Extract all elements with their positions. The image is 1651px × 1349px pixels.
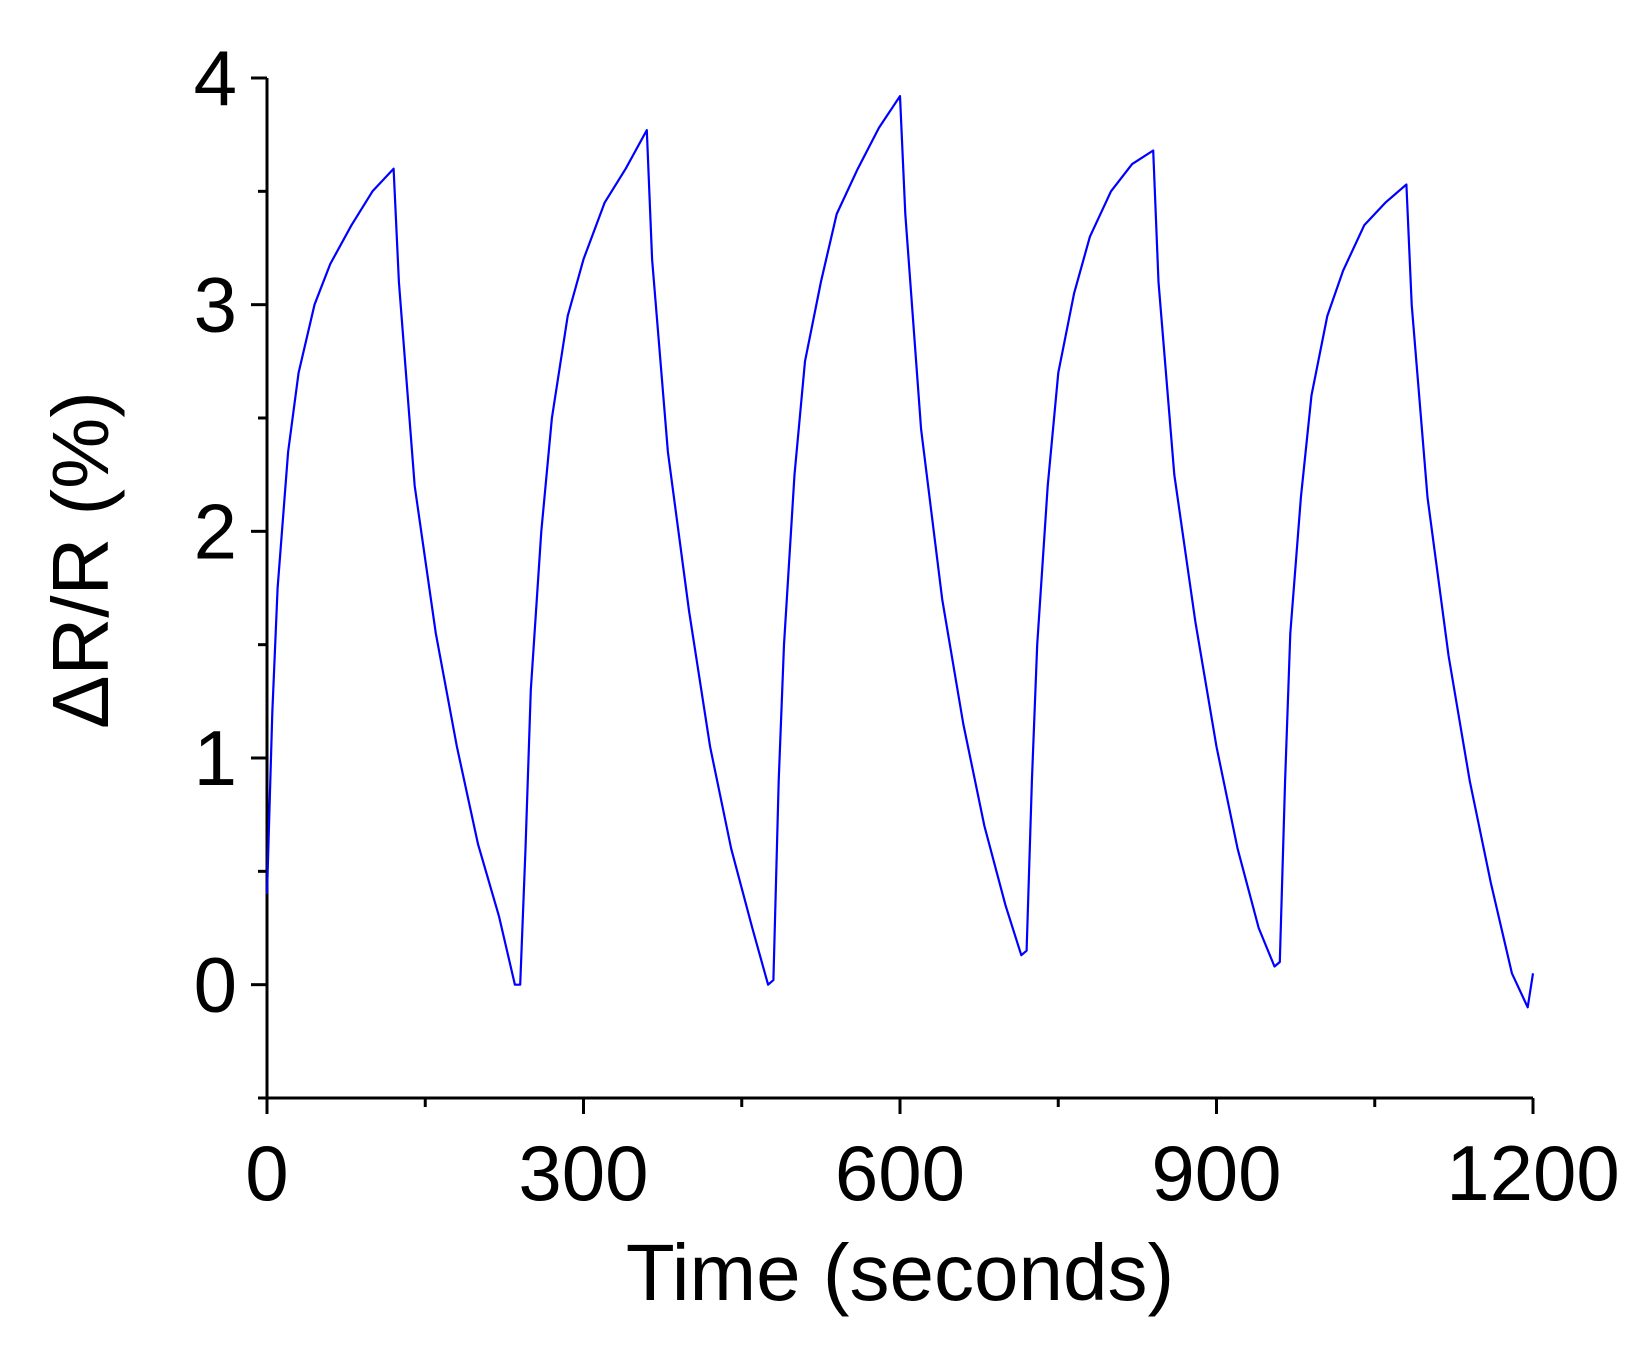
y-axis-title: ΔR/R (%): [36, 391, 125, 729]
x-tick-labels: 0 300 600 900 1200: [245, 1129, 1619, 1217]
y-tick-label: 1: [194, 714, 237, 802]
x-axis-title: Time (seconds): [626, 1228, 1174, 1317]
x-tick-label: 1200: [1446, 1129, 1620, 1217]
x-ticks: [265, 1098, 1535, 1114]
y-tick-label: 0: [194, 941, 237, 1029]
y-ticks: [251, 76, 267, 1100]
x-tick-label: 0: [245, 1129, 288, 1217]
series-line: [265, 95, 1535, 1009]
y-tick-label: 3: [194, 261, 237, 349]
x-tick-label: 300: [518, 1129, 648, 1217]
x-tick-label: 900: [1151, 1129, 1281, 1217]
x-tick-label: 600: [835, 1129, 965, 1217]
y-tick-labels: 0 1 2 3 4: [194, 34, 237, 1029]
y-tick-label: 2: [194, 487, 237, 575]
y-tick-label: 4: [194, 34, 237, 122]
